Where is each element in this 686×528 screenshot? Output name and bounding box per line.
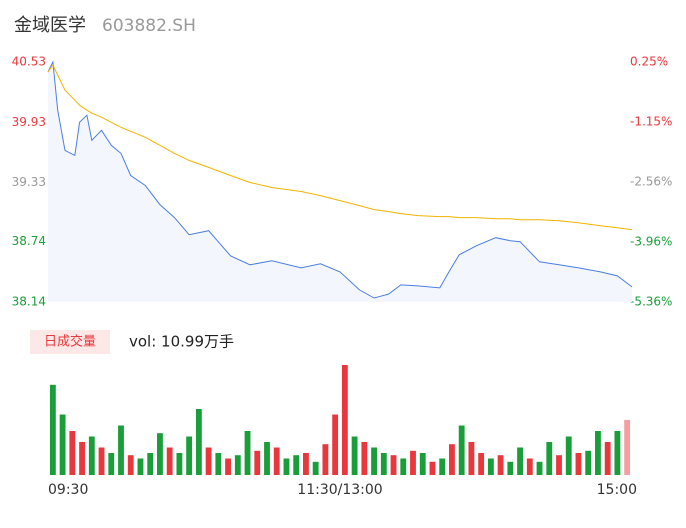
volume-bar bbox=[526, 458, 533, 475]
volume-bar bbox=[351, 436, 358, 475]
volume-bar bbox=[429, 461, 436, 475]
volume-bar bbox=[410, 450, 416, 475]
volume-bar bbox=[147, 453, 154, 475]
volume-bar bbox=[458, 425, 465, 475]
volume-bar bbox=[536, 461, 543, 475]
volume-bar bbox=[517, 447, 523, 475]
volume-bar bbox=[215, 453, 222, 475]
volume-bar bbox=[322, 444, 329, 475]
price-area bbox=[48, 62, 632, 302]
volume-bar bbox=[186, 436, 193, 475]
volume-bar bbox=[439, 458, 446, 475]
volume-bar bbox=[585, 450, 592, 475]
volume-bar bbox=[478, 453, 485, 475]
x-tick-label: 09:30 bbox=[48, 482, 88, 498]
volume-bar bbox=[546, 442, 553, 475]
y-tick-label: 38.74 bbox=[12, 234, 46, 248]
volume-bar bbox=[449, 444, 455, 475]
stock-code: 603882.SH bbox=[102, 16, 196, 36]
volume-annotation: vol: 10.99万手 bbox=[129, 333, 234, 351]
volume-bar bbox=[595, 431, 601, 475]
volume-bar bbox=[118, 425, 124, 475]
volume-bar bbox=[419, 453, 426, 475]
volume-bar bbox=[507, 461, 514, 475]
y2-tick-label: 0.25% bbox=[630, 55, 668, 69]
x-tick-label: 15:00 bbox=[597, 482, 637, 498]
volume-bar bbox=[283, 458, 290, 475]
volume-bar bbox=[205, 447, 212, 475]
y-tick-label: 39.33 bbox=[12, 175, 46, 189]
y-tick-label: 39.93 bbox=[12, 115, 46, 129]
volume-bar bbox=[624, 420, 631, 475]
average-line bbox=[47, 64, 633, 231]
volume-bar bbox=[293, 455, 300, 475]
volume-bar bbox=[254, 450, 261, 475]
y2-tick-label: -5.36% bbox=[630, 295, 672, 309]
price-line bbox=[47, 60, 633, 299]
y2-tick-label: -1.15% bbox=[630, 114, 672, 128]
volume-bar bbox=[371, 447, 377, 475]
volume-bar bbox=[98, 447, 105, 475]
volume-bar bbox=[361, 442, 368, 475]
volume-bar bbox=[49, 384, 56, 475]
volume-bar bbox=[303, 453, 309, 475]
y-tick-label: 38.14 bbox=[12, 295, 46, 309]
y2-tick-label: -3.96% bbox=[630, 235, 672, 249]
volume-bar bbox=[273, 447, 280, 475]
y2-tick-label: -2.56% bbox=[630, 175, 672, 189]
volume-bar bbox=[487, 458, 494, 475]
volume-bar bbox=[69, 431, 76, 475]
volume-bar bbox=[166, 447, 173, 475]
volume-bar bbox=[614, 431, 621, 475]
volume-bar bbox=[108, 453, 115, 475]
volume-bar bbox=[127, 455, 134, 475]
stock-name: 金域医学 bbox=[14, 15, 86, 36]
volume-bar bbox=[332, 414, 339, 475]
volume-bar bbox=[157, 433, 163, 475]
volume-bar bbox=[575, 453, 582, 475]
volume-bar bbox=[264, 442, 270, 475]
volume-bar bbox=[497, 455, 504, 475]
volume-bar bbox=[79, 442, 85, 475]
volume-bar bbox=[137, 458, 144, 475]
volume-bar bbox=[195, 409, 202, 475]
legend-label: 日成交量 bbox=[44, 334, 96, 350]
volume-bar bbox=[390, 455, 397, 475]
volume-bar bbox=[400, 458, 407, 475]
legend-box bbox=[30, 330, 110, 354]
y-tick-label: 40.53 bbox=[12, 55, 46, 69]
volume-bar bbox=[380, 453, 387, 475]
volume-bar bbox=[234, 455, 241, 475]
volume-bar bbox=[176, 453, 183, 475]
volume-bar bbox=[59, 414, 66, 475]
volume-bar bbox=[225, 458, 231, 475]
volume-bar bbox=[244, 431, 251, 475]
volume-bar bbox=[341, 365, 348, 475]
volume-bar bbox=[565, 436, 572, 475]
volume-bar bbox=[468, 442, 475, 475]
volume-bar bbox=[312, 461, 319, 475]
volume-bar bbox=[88, 436, 95, 475]
volume-bar bbox=[604, 442, 611, 475]
volume-bar bbox=[556, 455, 562, 475]
x-tick-label: 11:30/13:00 bbox=[297, 482, 382, 498]
